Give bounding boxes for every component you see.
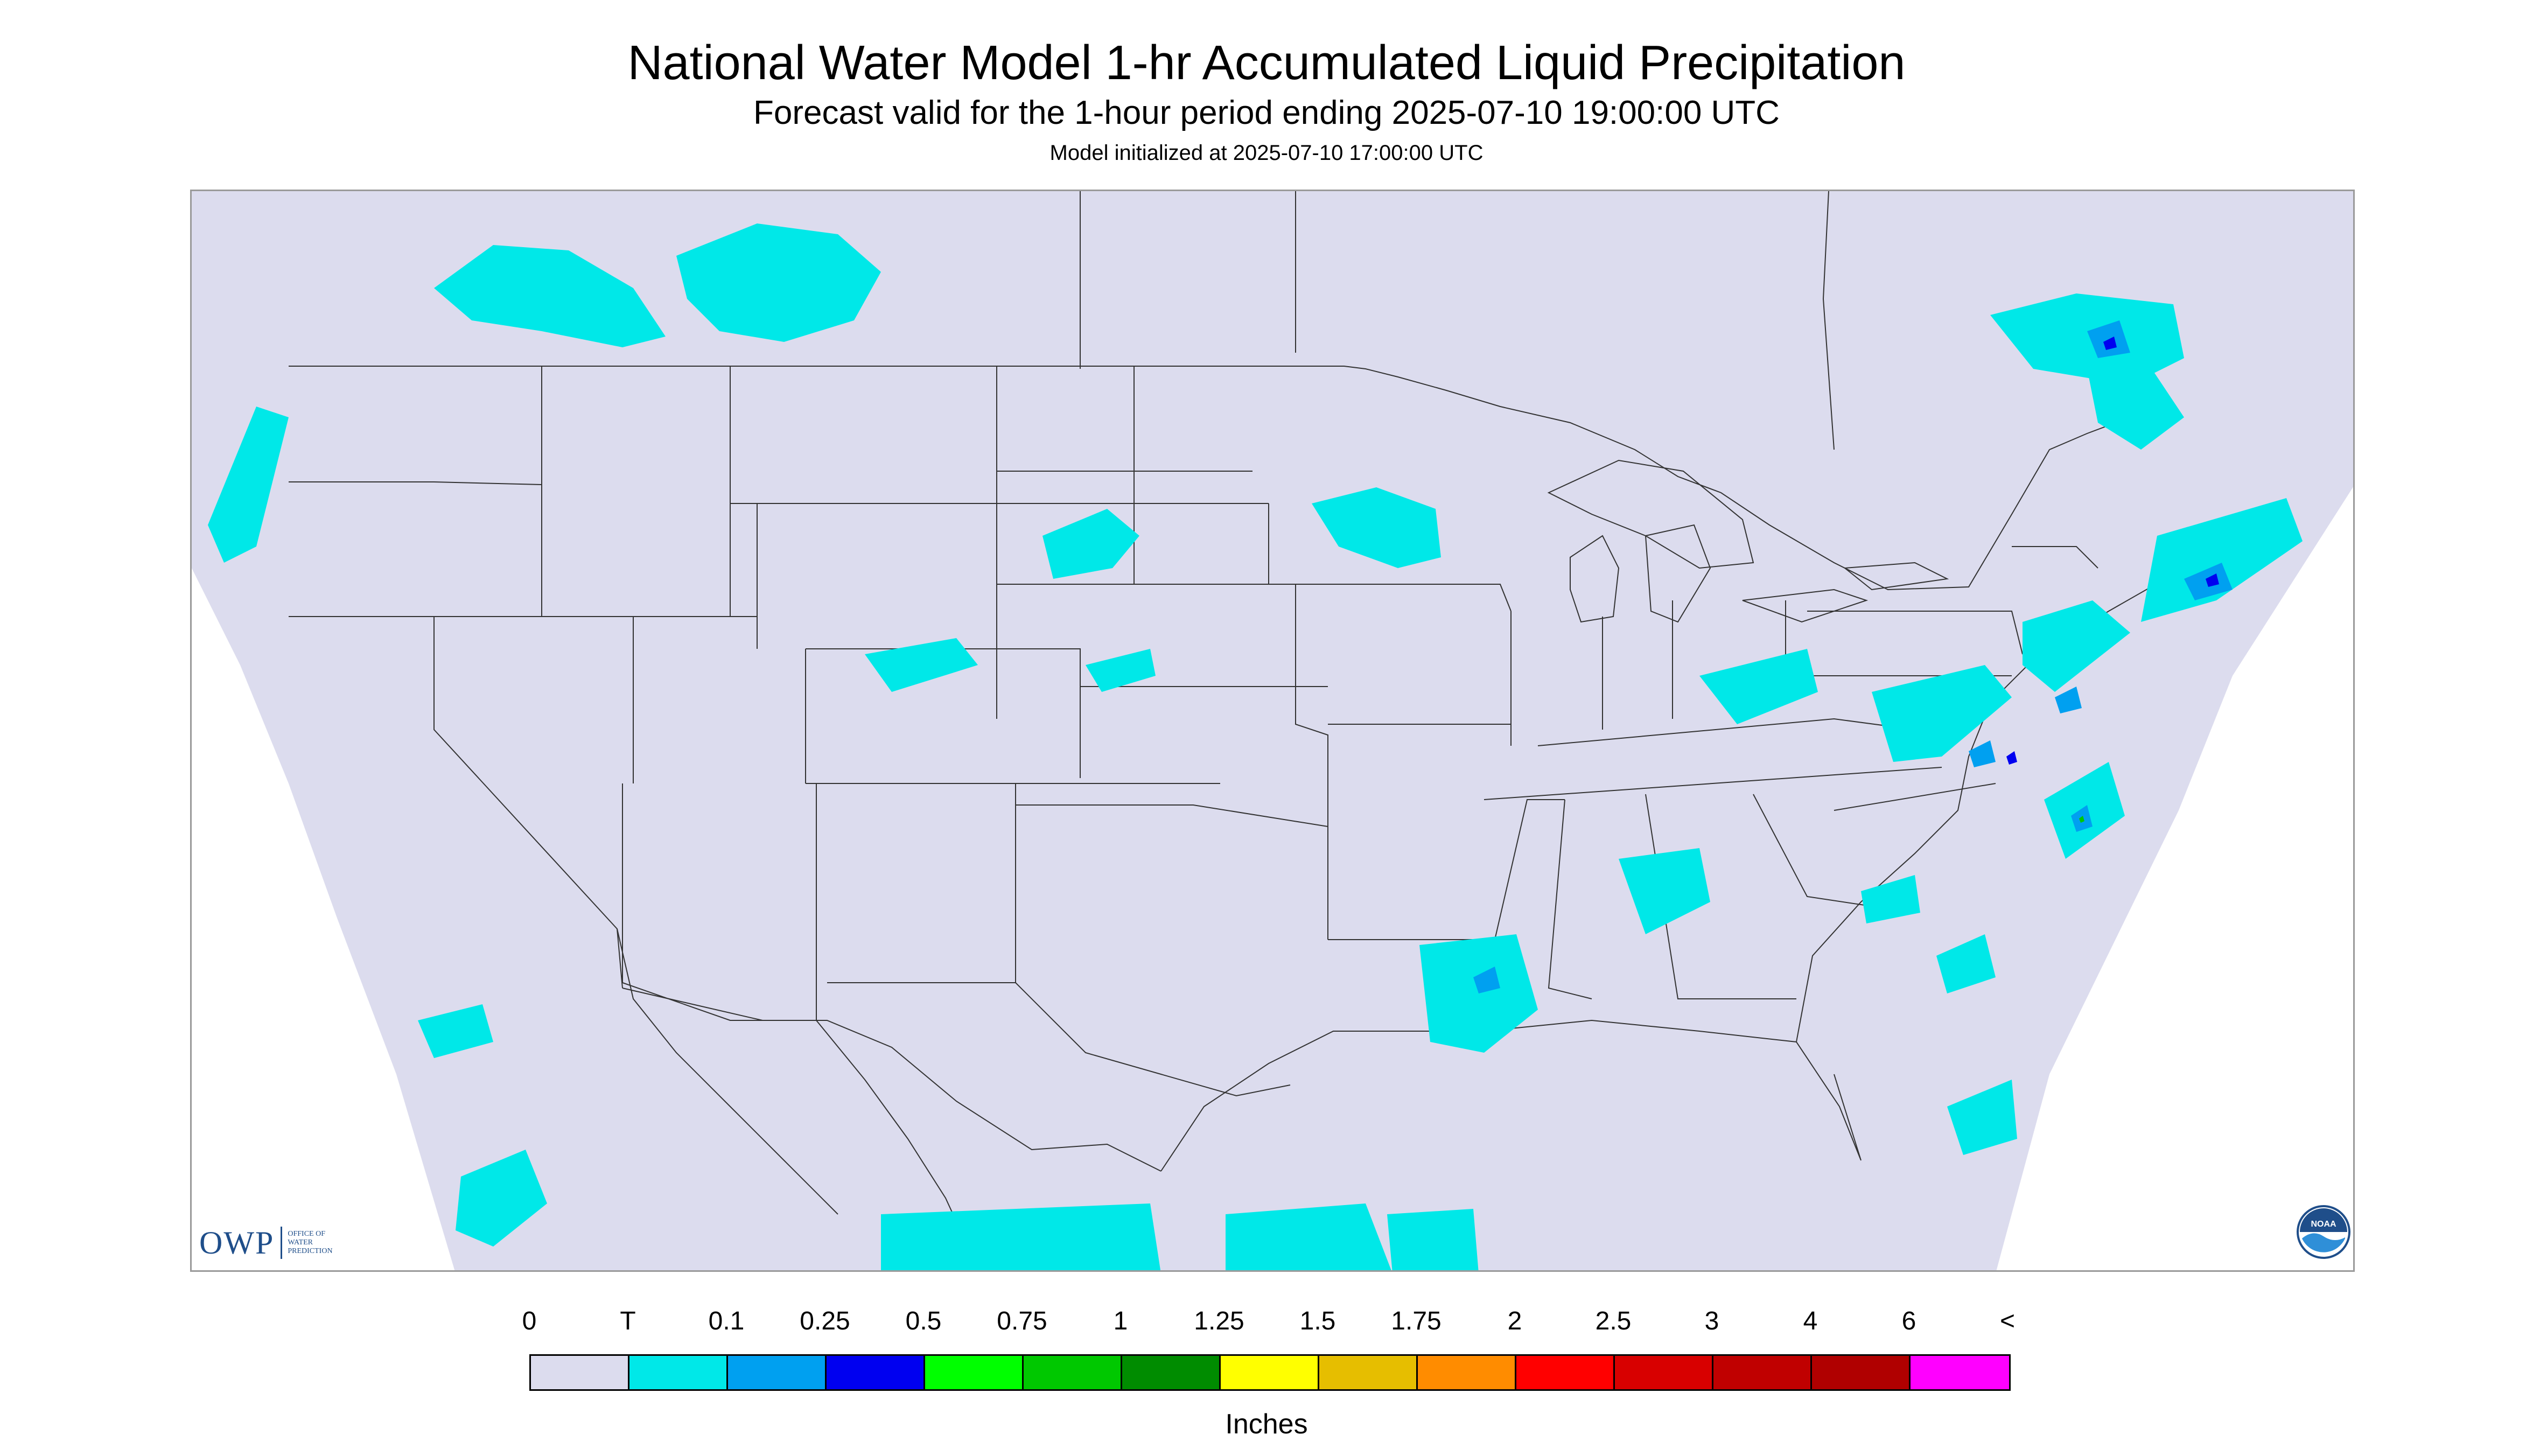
legend-tick-13: 4	[1803, 1307, 1818, 1335]
legend-tick-7: 1.25	[1194, 1307, 1244, 1335]
legend-swatch-1	[629, 1356, 728, 1389]
color-legend	[529, 1354, 2011, 1391]
legend-tick-8: 1.5	[1299, 1307, 1336, 1335]
state-boundaries	[289, 191, 2249, 1269]
legend-tick-9: 1.75	[1391, 1307, 1442, 1335]
legend-tick-1: T	[620, 1307, 636, 1335]
legend-units: Inches	[1225, 1409, 1308, 1440]
legend-tick-6: 1	[1113, 1307, 1128, 1335]
owp-logo-line-2: Water	[288, 1238, 313, 1247]
legend-tick-14: 6	[1901, 1307, 1916, 1335]
noaa-logo-text: NOAA	[2311, 1220, 2336, 1229]
precip-trace-areas	[208, 223, 2303, 1270]
precip-heavy-cells	[2006, 337, 2219, 765]
legend-swatch-5	[1024, 1356, 1122, 1389]
legend-tick-2: 0.1	[708, 1307, 745, 1335]
map-title: National Water Model 1-hr Accumulated Li…	[627, 36, 1906, 90]
precip-intense-cells	[2079, 816, 2084, 823]
legend-tick-15: <	[1999, 1307, 2016, 1335]
legend-swatch-14	[1911, 1356, 2009, 1389]
owp-logo: OWP Office of Water Prediction	[199, 1227, 368, 1259]
legend-swatch-8	[1319, 1356, 1418, 1389]
model-init-line: Model initialized at 2025-07-10 17:00:00…	[1049, 141, 1484, 165]
legend-swatch-12	[1713, 1356, 1812, 1389]
legend-swatch-3	[827, 1356, 925, 1389]
legend-tick-12: 3	[1704, 1307, 1719, 1335]
owp-logo-mark: OWP	[199, 1227, 283, 1259]
legend-swatch-6	[1122, 1356, 1221, 1389]
model-domain	[192, 191, 2353, 1270]
legend-swatch-0	[531, 1356, 629, 1389]
owp-logo-line-3: Prediction	[288, 1247, 333, 1255]
owp-logo-line-1: Office of	[288, 1230, 325, 1238]
legend-tick-11: 2.5	[1595, 1307, 1632, 1335]
legend-swatch-7	[1221, 1356, 1319, 1389]
legend-tick-3: 0.25	[800, 1307, 850, 1335]
map-subtitle: Forecast valid for the 1-hour period end…	[753, 94, 1780, 131]
owp-logo-text: Office of Water Prediction	[282, 1230, 368, 1256]
legend-tick-labels: 0 T 0.1 0.25 0.5 0.75 1 1.25 1.5 1.75 2 …	[0, 1305, 2533, 1343]
legend-tick-5: 0.75	[997, 1307, 1047, 1335]
legend-swatch-4	[925, 1356, 1024, 1389]
legend-tick-4: 0.5	[905, 1307, 942, 1335]
legend-swatch-11	[1615, 1356, 1713, 1389]
legend-tick-0: 0	[522, 1307, 537, 1335]
legend-swatch-2	[728, 1356, 827, 1389]
legend-swatch-13	[1812, 1356, 1911, 1389]
legend-swatch-10	[1516, 1356, 1615, 1389]
legend-swatch-9	[1418, 1356, 1516, 1389]
precipitation-map	[190, 190, 2355, 1272]
legend-tick-10: 2	[1507, 1307, 1522, 1335]
noaa-logo: NOAA	[2297, 1205, 2350, 1259]
